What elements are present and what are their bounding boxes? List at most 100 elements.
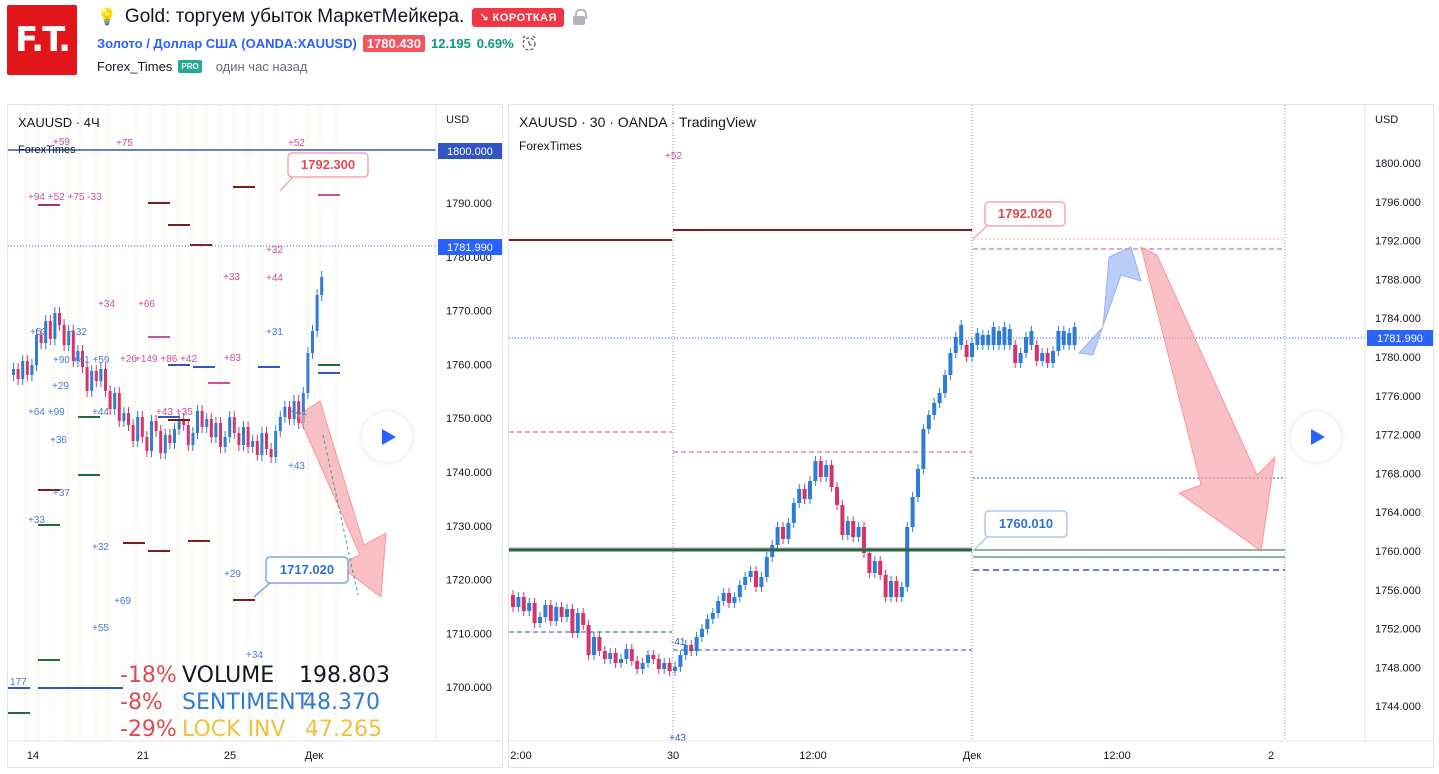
svg-text:+44: +44 [266,273,283,284]
candle-body [297,401,301,423]
candle-body [260,433,264,455]
candle-body [916,469,920,497]
candle-body [1040,353,1045,361]
svg-text:1792.020: 1792.020 [998,206,1052,221]
price-tick: 1700.000 [446,682,492,694]
candle-body [808,481,812,499]
candle-body [1051,351,1055,363]
candle-body [705,619,710,629]
level-labels: +59 +75 +94 +52 +75 -33 +52 +32 +33 +44 … [10,137,307,688]
candle-body [99,369,103,381]
price-tick: 1792.000 [1375,236,1421,248]
axis-badge-1800-text: 1800.000 [447,146,493,158]
author-row: Forex_Times PRO один час назад [97,59,307,74]
candle-body [737,585,742,597]
price-tick: 1760.000 [446,359,492,371]
candle-body [710,613,715,619]
candle-body [39,335,43,343]
price-tick: 1784.000 [1375,313,1421,325]
stat-pct: -8% [120,690,163,715]
candle-body [759,577,764,587]
candle-body [581,613,586,625]
svg-text:177: 177 [10,677,27,688]
svg-text:+32: +32 [266,245,283,256]
candle-body [894,581,899,597]
candle-body [16,369,20,379]
candle-body [265,433,268,449]
left-chart-panel[interactable]: USD 1790.000 1780.000 1770.000 1760.000 1750… [7,104,503,768]
candle-body [889,581,893,597]
candle-body [538,617,542,623]
stat-pct: -29% [120,717,177,742]
candle-body [292,401,296,419]
svg-text:+43: +43 [288,461,305,472]
candle-body [629,649,634,661]
candle-body [905,527,910,587]
candle-body [970,343,974,357]
candle-body [662,663,667,669]
author-logo[interactable]: F.T. [7,5,77,75]
svg-text:+83: +83 [224,353,241,364]
candle-body [136,417,140,441]
price-tick: 1772.000 [1375,430,1421,442]
right-chart-panel[interactable]: 1792.020 1760.010 +52 -41 +43 USD 1800.0… [508,104,1434,768]
time-tick: Дек [963,750,982,762]
stat-label: SENTIMENT [182,690,310,715]
stats-block: -18% -8% -29% VOLUME SENTIMENT LOCK INV … [120,663,390,742]
candle-body [964,345,969,357]
candle-body [802,489,807,499]
price-tick: 1710.000 [446,628,492,640]
author-name[interactable]: Forex_Times [97,59,173,74]
stat-value: 198.803 [299,663,390,688]
candle-body [219,423,222,447]
candle-body [311,331,314,353]
play-button[interactable] [362,412,412,462]
price-tick: 1768.000 [1375,468,1421,480]
right-chart-svg: 1792.020 1760.010 +52 -41 +43 USD 1800.0… [509,105,1433,762]
candle-body [786,523,791,539]
svg-text:+90 +41 +59: +90 +41 +59 [53,355,110,366]
time-tick: 2:00 [510,750,531,762]
axis-current-badge [1367,330,1433,346]
candle-body [656,659,661,669]
candle-body [986,335,991,345]
candle-body [532,603,537,623]
candle-body [320,277,324,295]
svg-text:+33: +33 [28,515,45,526]
svg-text:+31: +31 [266,327,283,338]
candle-body [754,571,758,587]
svg-text:+94 +52 +75 -33: +94 +52 +75 -33 [28,192,102,203]
candle-body [527,603,532,611]
time-tick: 12:00 [1103,750,1131,762]
price-tick: 1752.000 [1375,624,1421,636]
candle-body [301,393,305,423]
stat-label: VOLUME [182,663,274,688]
candle-body [274,431,278,457]
candle-body [575,613,580,633]
pro-badge: PRO [178,60,202,73]
price-tick: 1748.000 [1375,662,1421,674]
candle-body [781,527,785,539]
svg-text:+32: +32 [70,327,87,338]
svg-text:+44: +44 [92,407,109,418]
candle-body [154,421,158,431]
svg-text:+149 +86 +42: +149 +86 +42 [135,354,197,365]
candle-body [910,497,915,527]
candle-body [543,605,548,617]
down-arrow [1140,246,1276,552]
right-candles [511,320,1077,676]
candle-body [71,331,75,361]
candle-body [716,601,721,613]
stat-pct: -18% [120,663,177,688]
play-button[interactable] [1291,412,1341,462]
price-tick: 1720.000 [446,575,492,587]
candle-body [205,419,209,427]
candle-body [150,421,153,451]
svg-text:1760.010: 1760.010 [999,516,1053,531]
price-tick: 1740.000 [446,467,492,479]
symbol-link[interactable]: Золото / Доллар США (OANDA:XAUUSD) [97,35,357,51]
candle-body [44,321,48,343]
candle-body [667,663,672,671]
candle-body [829,465,834,487]
alarm-icon[interactable] [520,34,538,52]
